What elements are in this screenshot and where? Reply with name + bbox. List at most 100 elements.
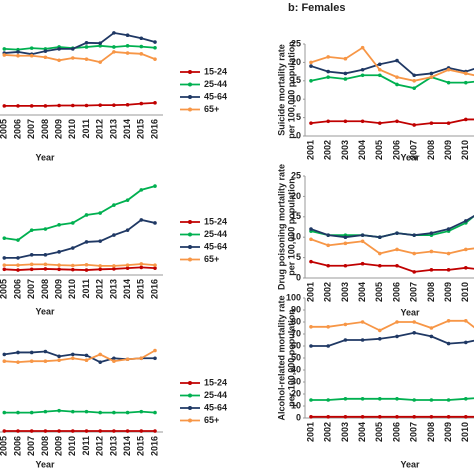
x-tick-label: 2011 xyxy=(81,279,91,299)
data-point xyxy=(326,415,331,419)
data-point xyxy=(57,263,61,267)
data-point xyxy=(360,119,365,124)
data-point xyxy=(360,261,365,266)
data-point xyxy=(153,45,157,50)
data-point xyxy=(139,52,144,56)
x-axis-title: Year xyxy=(400,307,420,317)
data-point xyxy=(378,251,382,256)
data-point xyxy=(309,60,313,65)
data-point xyxy=(43,349,48,354)
data-point xyxy=(429,334,434,339)
data-point xyxy=(153,184,157,188)
data-point xyxy=(29,228,34,232)
data-point xyxy=(446,415,451,419)
data-point xyxy=(139,188,144,192)
data-point xyxy=(412,73,417,78)
data-point xyxy=(309,259,313,264)
data-point xyxy=(309,344,313,348)
data-point xyxy=(464,71,468,76)
data-point xyxy=(395,82,399,87)
data-point xyxy=(98,352,102,357)
data-point xyxy=(446,251,451,256)
data-point xyxy=(16,53,20,58)
legend-marker xyxy=(188,406,192,410)
data-point xyxy=(360,415,365,419)
legend-label: 65+ xyxy=(204,415,219,425)
legend-marker xyxy=(188,70,192,74)
data-point xyxy=(112,429,116,433)
x-tick-label: 2010 xyxy=(67,279,77,299)
data-point xyxy=(464,219,468,223)
series-line xyxy=(4,185,156,241)
data-point xyxy=(378,337,382,341)
data-point xyxy=(16,263,20,267)
data-point xyxy=(395,247,399,252)
data-point xyxy=(153,356,157,361)
x-tick-label: 2010 xyxy=(460,140,470,160)
x-tick-label: 2011 xyxy=(81,119,91,139)
data-point xyxy=(98,267,102,272)
data-point xyxy=(43,104,48,108)
x-tick-label: 2007 xyxy=(26,279,36,299)
x-tick-label: 2002 xyxy=(323,282,333,302)
legend-label: 15-24 xyxy=(204,216,227,226)
data-point xyxy=(395,119,399,124)
data-point xyxy=(139,265,144,270)
data-point xyxy=(412,233,417,237)
data-point xyxy=(43,227,48,231)
y-tick-label: 0 xyxy=(296,272,301,282)
x-tick-label: 2005 xyxy=(374,140,384,160)
data-point xyxy=(153,57,157,61)
y-tick-label: 5 xyxy=(296,252,301,262)
y-tick-label: 20 xyxy=(291,57,301,67)
x-tick-label: 2009 xyxy=(443,140,453,160)
legend-marker xyxy=(188,245,192,249)
data-point xyxy=(125,102,130,107)
x-tick-label: 2007 xyxy=(26,119,36,139)
y-tick-label: 10 xyxy=(291,400,301,410)
data-point xyxy=(309,121,313,125)
data-point xyxy=(378,121,382,125)
series-line xyxy=(310,238,474,255)
x-tick-label: 2008 xyxy=(426,422,436,442)
x-tick-label: 2016 xyxy=(149,279,159,299)
data-point xyxy=(16,360,20,364)
y-tick-label: 0 xyxy=(296,130,301,140)
x-tick-label: 2005 xyxy=(374,282,384,302)
data-point xyxy=(84,213,89,217)
data-point xyxy=(29,53,34,58)
x-tick-label: 2006 xyxy=(12,279,22,299)
y-tick-label: 30 xyxy=(291,376,301,386)
data-point xyxy=(343,235,348,239)
x-tick-label: 2006 xyxy=(12,119,22,139)
data-point xyxy=(139,409,144,414)
data-point xyxy=(139,36,144,41)
series-line xyxy=(311,319,474,332)
y-tick-label: 20 xyxy=(291,388,301,398)
data-point xyxy=(29,429,34,433)
data-point xyxy=(2,359,7,363)
x-tick-label: 2005 xyxy=(374,422,384,442)
legend-label: 65+ xyxy=(204,104,219,114)
y-tick-label: 20 xyxy=(291,191,301,201)
data-point xyxy=(464,415,468,419)
legend-label: 45-64 xyxy=(204,91,227,101)
data-point xyxy=(16,256,20,260)
data-point xyxy=(395,75,399,79)
data-point xyxy=(360,338,365,342)
data-point xyxy=(429,71,434,76)
y-tick-label: 5 xyxy=(296,112,301,122)
data-point xyxy=(429,326,434,330)
data-point xyxy=(125,357,130,362)
x-tick-label: 2003 xyxy=(340,282,350,302)
data-point xyxy=(112,103,116,107)
legend-label: 45-64 xyxy=(204,241,227,251)
data-point xyxy=(112,203,116,207)
data-point xyxy=(446,319,451,323)
x-axis-title: Year xyxy=(400,152,420,162)
data-point xyxy=(43,267,48,271)
data-point xyxy=(360,320,365,324)
data-point xyxy=(2,429,7,433)
data-point xyxy=(139,218,144,222)
x-tick-label: 2007 xyxy=(409,422,419,442)
